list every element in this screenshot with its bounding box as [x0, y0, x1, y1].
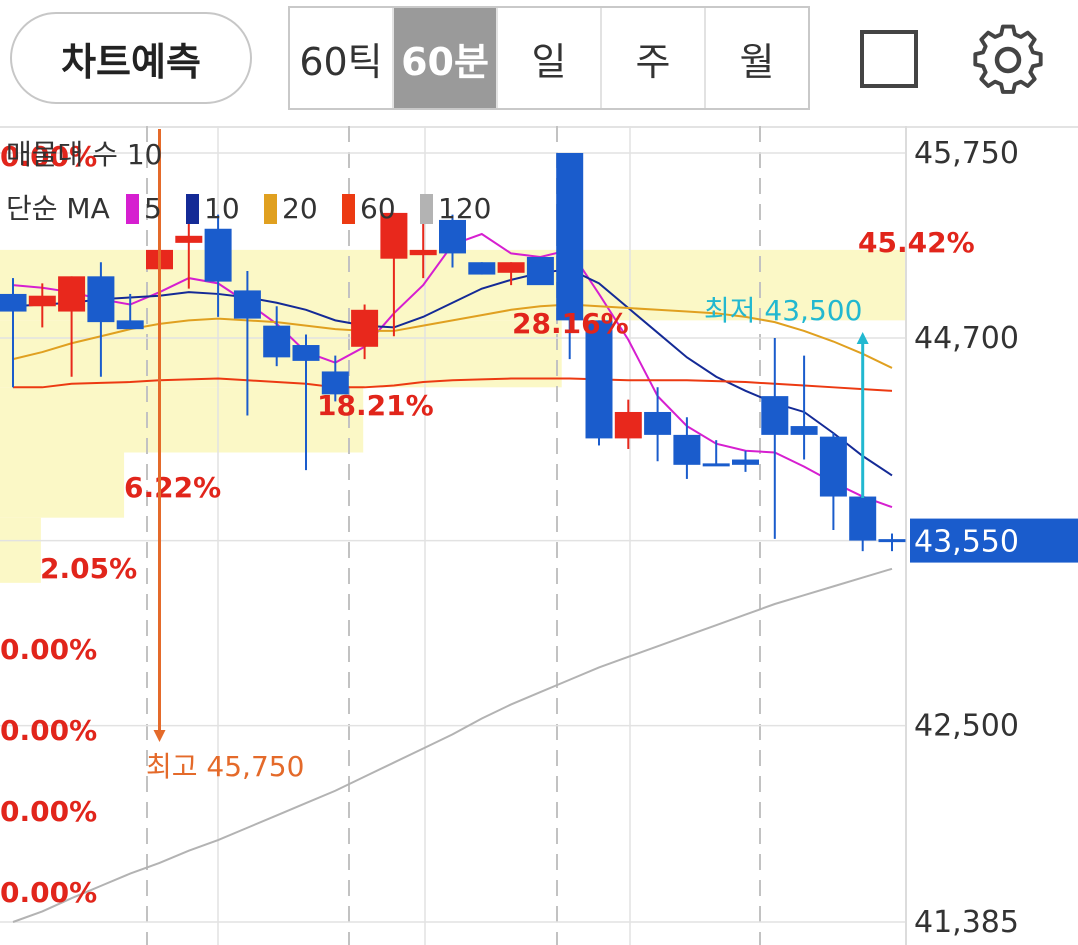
- candle-body: [673, 434, 701, 465]
- high-price-label: 최고 45,750: [146, 750, 304, 783]
- candle-body: [380, 212, 408, 259]
- tab-day[interactable]: 일: [498, 8, 602, 108]
- volume-profile-percent-label: 0.00%: [0, 876, 97, 909]
- candle-body: [585, 320, 613, 439]
- volume-profile-bar: [0, 452, 125, 518]
- candle-body: [761, 396, 789, 435]
- candle-body: [497, 262, 525, 273]
- volume-profile-bar: [0, 517, 41, 583]
- tab-month[interactable]: 월: [739, 39, 775, 84]
- volume-profile-percent-label: 0.00%: [0, 140, 97, 173]
- candle-body: [351, 309, 379, 347]
- volume-profile-percent-label: 18.21%: [317, 389, 434, 422]
- tab-60-tick[interactable]: 60틱: [290, 8, 394, 108]
- high-marker-arrowhead: [153, 730, 166, 742]
- chart-predict-button[interactable]: 차트예측: [10, 12, 252, 104]
- candle-body: [58, 276, 86, 312]
- candle-body: [233, 290, 261, 319]
- candlestick-chart[interactable]: 45.42% 28.16% 18.21% 6.22% 2.05% 0.00% 0.00% 0.…: [0, 126, 1078, 945]
- current-price-label: 43,550: [914, 525, 1019, 560]
- volume-profile-legend: 매물대 수 10: [6, 138, 162, 171]
- candle-body: [175, 235, 203, 243]
- ma-10-legend-label: 10: [204, 192, 240, 225]
- candle-body: [732, 459, 759, 465]
- candle-body: [204, 228, 232, 282]
- candle-body: [0, 293, 27, 312]
- volume-profile-bar: [0, 387, 364, 453]
- candle-body: [409, 249, 437, 256]
- ma-120-legend-label: 120: [438, 192, 491, 225]
- candle-body: [526, 256, 554, 286]
- candle-body: [321, 371, 349, 395]
- volume-profile-percent-label: 2.05%: [40, 552, 137, 585]
- candle-body: [790, 426, 818, 435]
- ma-10-swatch: [186, 194, 199, 224]
- ma-legend-label: 단순 MA: [6, 192, 110, 225]
- tab-week[interactable]: 주: [602, 8, 706, 108]
- candle-body: [614, 411, 642, 439]
- low-price-label: 최저 43,500: [704, 294, 862, 327]
- ma-120-line: [12, 567, 893, 923]
- gear-icon[interactable]: [970, 22, 1046, 98]
- candle-body: [849, 496, 877, 541]
- y-axis-tick-label: 44,700: [914, 321, 1019, 356]
- tab-60-minute[interactable]: 60분: [394, 8, 498, 108]
- y-axis-tick-label: 41,385: [914, 905, 1019, 940]
- low-marker-arrowhead: [856, 332, 869, 344]
- candle-body: [292, 345, 320, 361]
- y-axis-tick-label: 45,750: [914, 136, 1019, 171]
- volume-profile-percent-label: 0.00%: [0, 795, 97, 828]
- period-tabs: 60틱 60분 일 주 월: [288, 6, 810, 110]
- ma-120-swatch: [420, 194, 433, 224]
- ma-60-swatch: [342, 194, 355, 224]
- chart-toolbar: 차트예측 60틱 60분 일 주 월: [0, 0, 1078, 128]
- square-icon[interactable]: [860, 30, 918, 88]
- volume-profile-percent-label: 45.42%: [858, 226, 975, 259]
- current-price-box: [910, 518, 1078, 563]
- candle-body: [263, 325, 291, 358]
- ma-5-swatch: [126, 194, 139, 224]
- candle-body: [439, 219, 466, 254]
- ma-5-legend-label: 5: [144, 192, 162, 225]
- candle-body: [87, 276, 115, 323]
- ma-20-legend-label: 20: [282, 192, 318, 225]
- candle-body: [556, 153, 584, 321]
- volume-profile-percent-label: 0.00%: [0, 633, 97, 666]
- candle-body: [116, 320, 144, 330]
- ma-60-legend-label: 60: [360, 192, 396, 225]
- volume-profile-percent-label: 6.22%: [124, 471, 221, 504]
- volume-profile-percent-label: 28.16%: [512, 307, 629, 340]
- ma-20-swatch: [264, 194, 277, 224]
- candle-body: [28, 295, 56, 307]
- candle-body: [644, 411, 672, 435]
- candle-body: [468, 262, 496, 275]
- candle-body: [819, 436, 847, 497]
- volume-profile-percent-label: 0.00%: [0, 714, 97, 747]
- y-axis-tick-label: 42,500: [914, 709, 1019, 744]
